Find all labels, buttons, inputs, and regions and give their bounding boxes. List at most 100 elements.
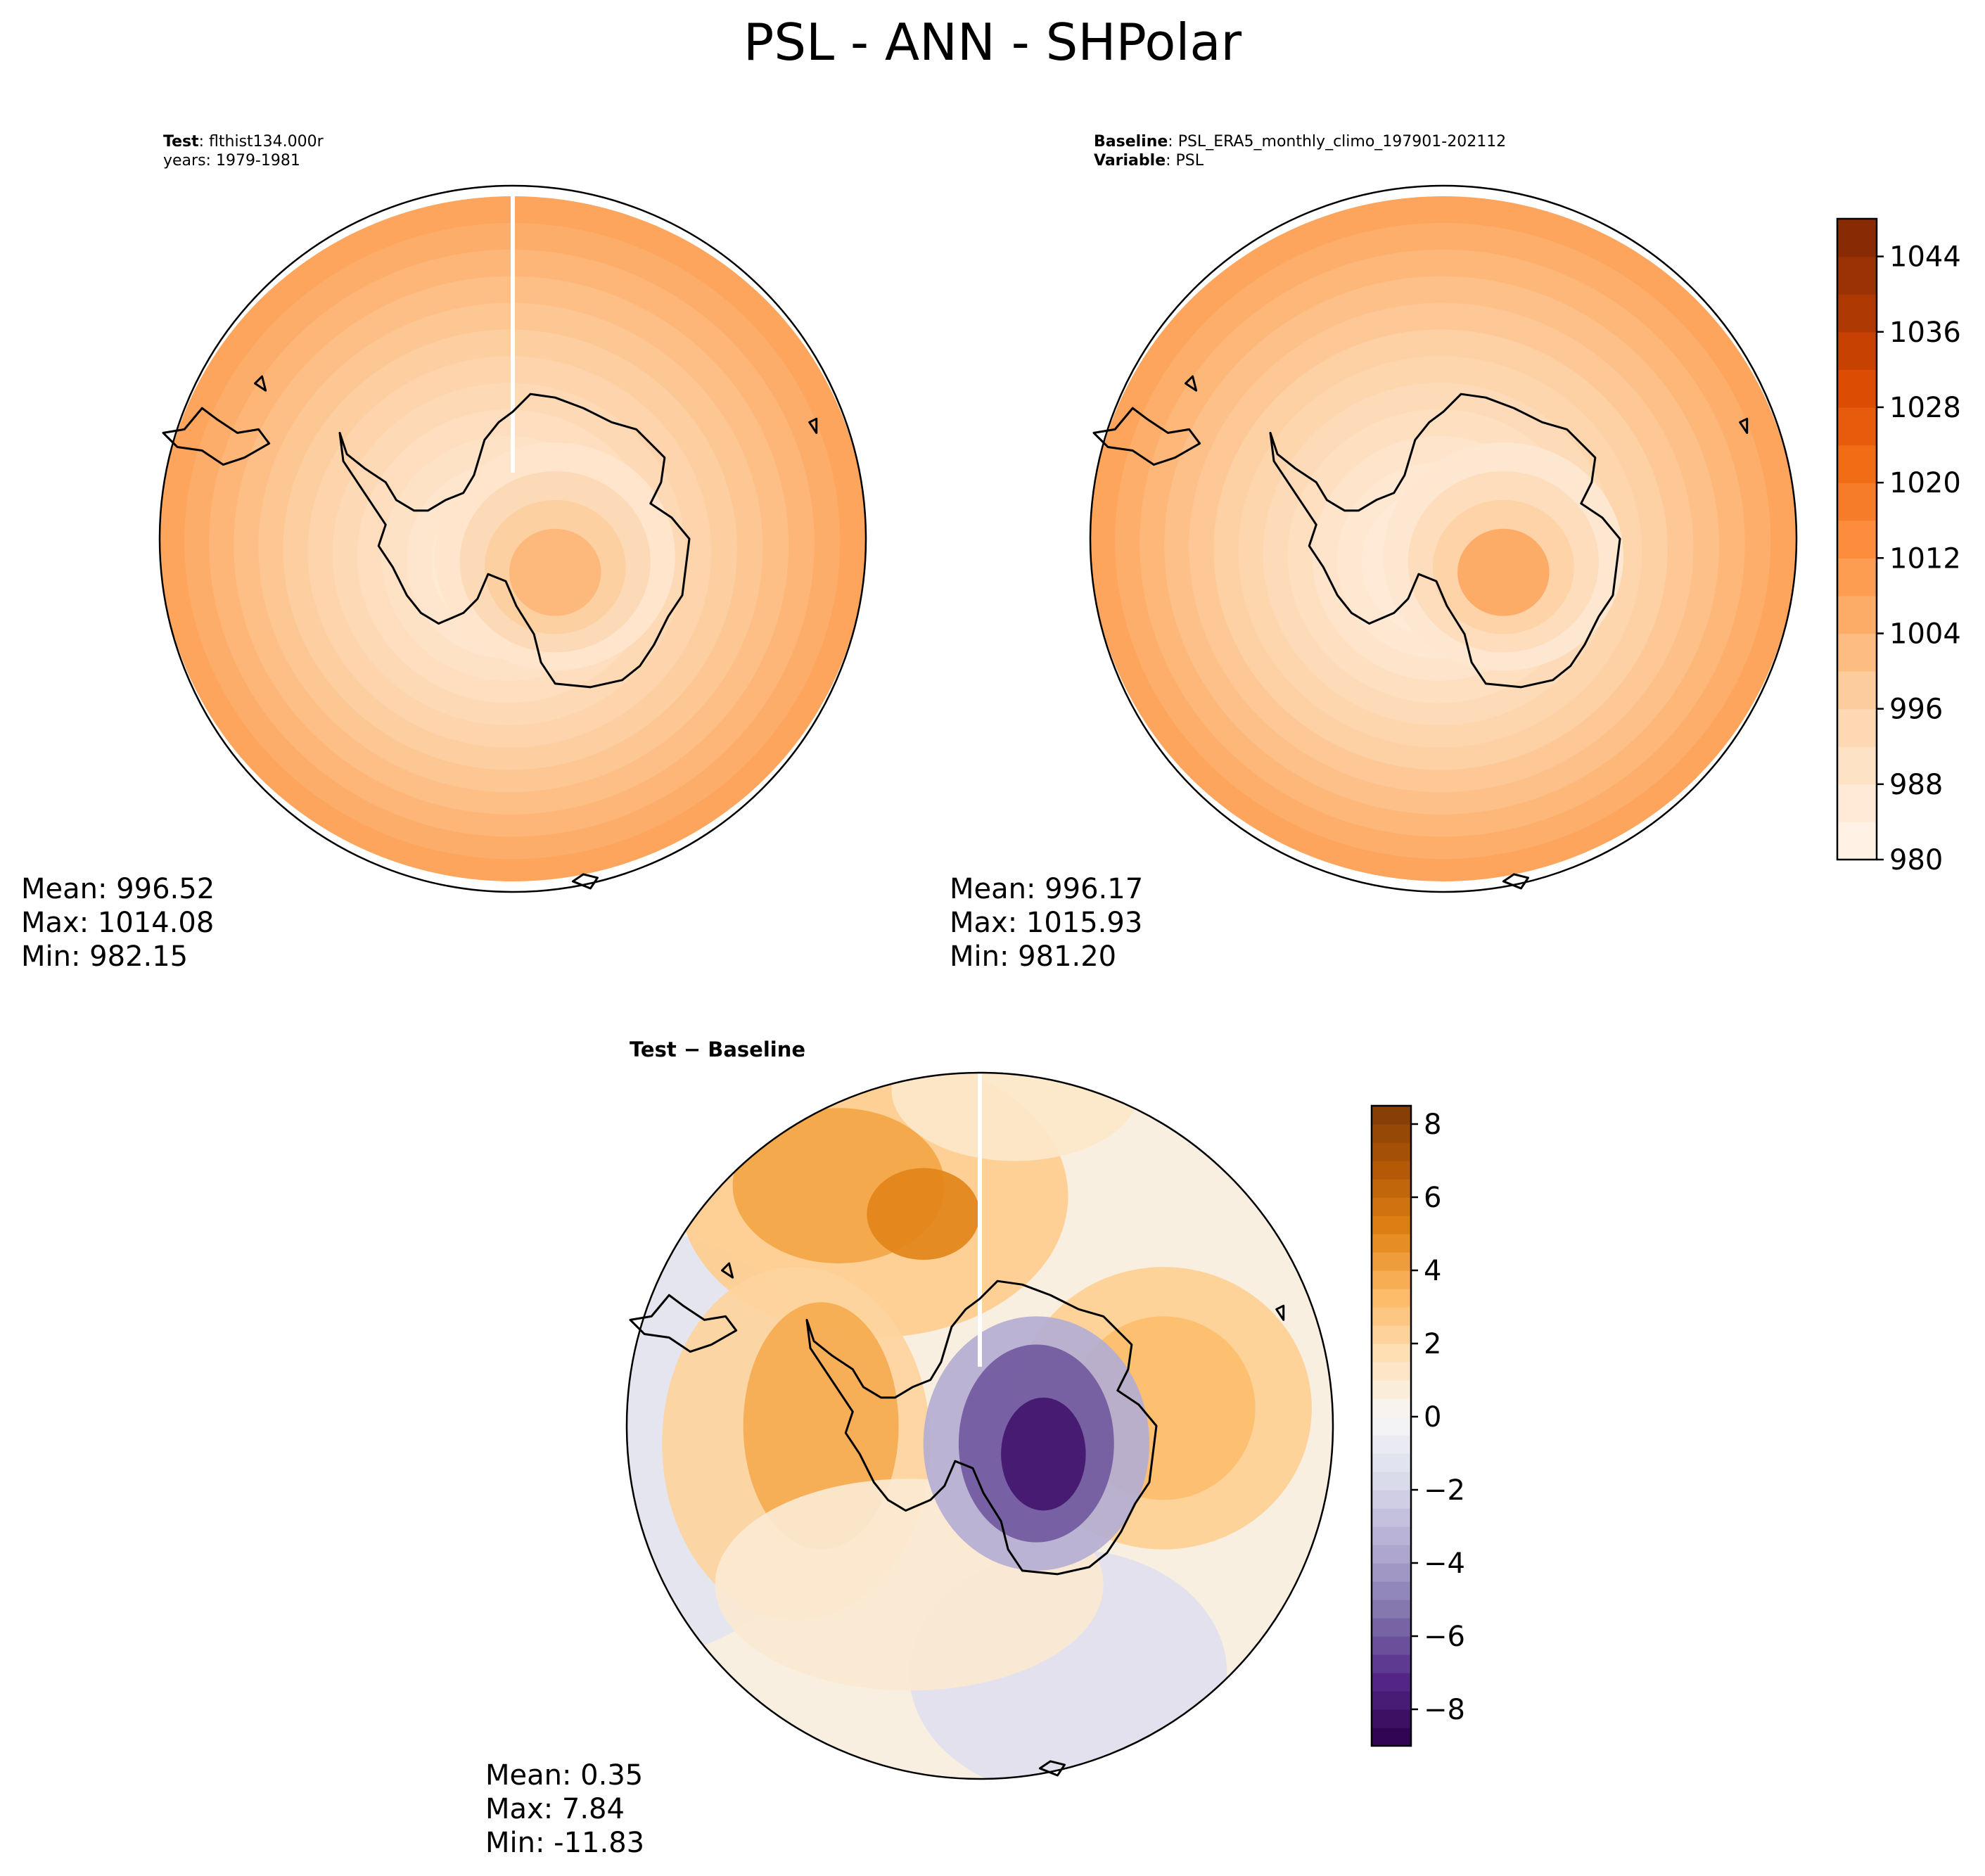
anomaly-contour-band <box>867 1168 981 1261</box>
colorbar-swatch <box>1837 595 1877 634</box>
test-years: years: 1979-1981 <box>163 152 300 170</box>
colorbar-tick-label: 1044 <box>1889 241 1961 274</box>
colorbar-tick-label: 0 <box>1424 1401 1441 1434</box>
difference-stat-max: Max: 7.84 <box>485 1793 625 1825</box>
colorbar-swatch <box>1372 1234 1411 1253</box>
colorbar-swatch <box>1372 1161 1411 1180</box>
colorbar-swatch <box>1837 369 1877 408</box>
baseline-stats: Mean: 996.17 Max: 1015.93 Min: 981.20 <box>950 872 1143 974</box>
colorbar-swatch <box>1837 784 1877 823</box>
pressure-contour-band <box>1457 528 1550 616</box>
anomaly-contour-band <box>1001 1397 1086 1511</box>
difference-colorbar: −8 −6 −4 −2 0 2 4 6 8 <box>1370 1104 1465 1747</box>
baseline-map <box>1089 184 1798 893</box>
colorbar-swatch <box>1372 1124 1411 1143</box>
colorbar-swatch <box>1372 1526 1411 1545</box>
baseline-variable-bold: Variable <box>1094 152 1166 170</box>
colorbar-swatch <box>1837 746 1877 785</box>
colorbar-swatch <box>1372 1197 1411 1216</box>
colorbar-swatch <box>1372 1600 1411 1619</box>
difference-stats: Mean: 0.35 Max: 7.84 Min: -11.83 <box>485 1759 644 1860</box>
colorbar-swatch <box>1372 1417 1411 1436</box>
baseline-map-boundary <box>1089 184 1798 893</box>
colorbar-tick-label: 988 <box>1889 769 1943 801</box>
baseline-stat-max: Max: 1015.93 <box>950 907 1143 939</box>
colorbar-swatch <box>1837 671 1877 710</box>
baseline-field <box>1090 196 1796 881</box>
colorbar-swatch <box>1837 219 1877 257</box>
colorbar-swatch <box>1372 1325 1411 1344</box>
test-map-boundary <box>158 184 867 893</box>
colorbar-tick-label: 8 <box>1424 1109 1441 1141</box>
colorbar-tick-label: 980 <box>1889 844 1943 876</box>
baseline-panel-label: Baseline: PSL_ERA5_monthly_climo_197901-… <box>1094 132 1506 170</box>
colorbar-tick-label: 1004 <box>1889 618 1961 650</box>
pressure-contour-band <box>509 528 601 616</box>
difference-stat-min: Min: -11.83 <box>485 1827 645 1859</box>
colorbar-swatch <box>1372 1362 1411 1381</box>
colorbar-swatch <box>1372 1380 1411 1399</box>
colorbar-swatch <box>1372 1490 1411 1509</box>
colorbar-tick-label: −6 <box>1424 1621 1465 1653</box>
colorbar-swatch <box>1372 1398 1411 1417</box>
colorbar-swatch <box>1837 633 1877 672</box>
colorbar-swatch <box>1372 1435 1411 1454</box>
difference-seam <box>978 1071 982 1367</box>
baseline-variable-text: : PSL <box>1166 152 1204 170</box>
colorbar-swatch <box>1372 1344 1411 1363</box>
test-stat-mean: Mean: 996.52 <box>21 873 215 905</box>
colorbar-tick-label: 6 <box>1424 1182 1441 1214</box>
colorbar-swatch <box>1372 1270 1411 1289</box>
colorbar-swatch <box>1837 822 1877 860</box>
colorbar-swatch <box>1372 1728 1411 1747</box>
colorbar-swatch <box>1372 1508 1411 1527</box>
colorbar-swatch <box>1372 1106 1411 1125</box>
anomaly-contour-band <box>891 1073 1139 1161</box>
test-seam <box>511 184 515 473</box>
colorbar-swatch <box>1372 1618 1411 1637</box>
colorbar-tick-label: 996 <box>1889 694 1943 726</box>
test-map <box>160 184 866 892</box>
test-field <box>160 196 866 881</box>
colorbar-swatch <box>1372 1453 1411 1472</box>
page-title: PSL - ANN - SHPolar <box>743 13 1242 72</box>
test-label-bold: Test <box>163 133 199 151</box>
colorbar-swatch <box>1372 1563 1411 1582</box>
colorbar-swatch <box>1372 1142 1411 1161</box>
colorbar-swatch <box>1372 1252 1411 1271</box>
baseline-label-text: : PSL_ERA5_monthly_climo_197901-202112 <box>1168 133 1507 151</box>
colorbar-frame <box>1836 217 1878 861</box>
colorbar-swatch <box>1837 708 1877 747</box>
colorbar-tick-label: −8 <box>1424 1694 1465 1726</box>
colorbar-swatch <box>1837 483 1877 521</box>
colorbar-swatch <box>1372 1691 1411 1710</box>
difference-field <box>627 1073 1333 1779</box>
colorbar-swatch <box>1372 1472 1411 1491</box>
colorbar-swatch <box>1837 331 1877 370</box>
colorbar-swatch <box>1372 1709 1411 1728</box>
test-label-text: : flthist134.000r <box>198 133 324 151</box>
test-panel-label: Test: flthist134.000r years: 1979-1981 <box>163 132 324 170</box>
colorbar-tick-label: −4 <box>1424 1548 1465 1580</box>
difference-map-boundary <box>625 1071 1334 1780</box>
colorbar-swatch <box>1837 407 1877 446</box>
colorbar-swatch <box>1837 520 1877 559</box>
test-stats: Mean: 996.52 Max: 1014.08 Min: 982.15 <box>21 872 215 974</box>
difference-map <box>450 1071 1334 1797</box>
difference-stat-mean: Mean: 0.35 <box>485 1759 644 1792</box>
colorbar-swatch <box>1372 1636 1411 1655</box>
colorbar-tick-label: 1012 <box>1889 542 1961 575</box>
psl-colorbar: 980 988 996 1004 1012 1020 1028 1036 1044 <box>1836 217 1961 876</box>
difference-panel-label: Test − Baseline <box>630 1038 806 1061</box>
colorbar-frame <box>1370 1104 1412 1747</box>
test-stat-max: Max: 1014.08 <box>21 907 215 939</box>
baseline-label-bold: Baseline <box>1094 133 1168 151</box>
colorbar-swatch <box>1372 1289 1411 1308</box>
colorbar-swatch <box>1372 1654 1411 1673</box>
colorbar-swatch <box>1837 294 1877 333</box>
colorbar-tick-label: 2 <box>1424 1328 1441 1360</box>
baseline-stat-min: Min: 981.20 <box>950 940 1117 973</box>
colorbar-tick-label: 1020 <box>1889 467 1961 499</box>
test-stat-min: Min: 982.15 <box>21 940 189 973</box>
